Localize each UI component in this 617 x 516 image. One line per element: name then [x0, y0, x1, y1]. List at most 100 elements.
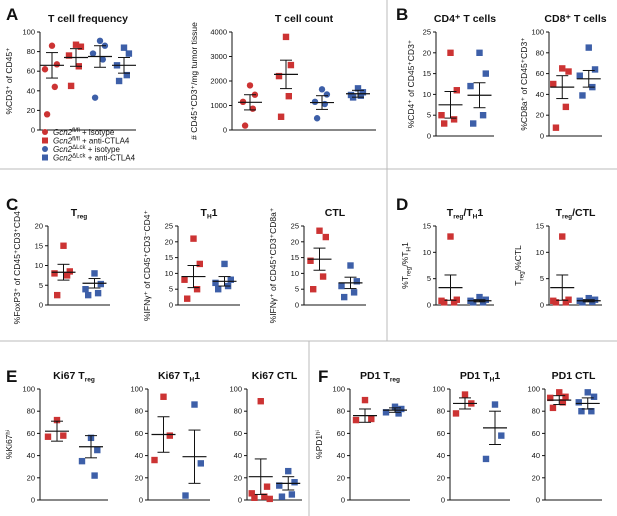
group-3 [112, 44, 136, 85]
data-point [359, 89, 367, 96]
plot-title: Ki67 CTL [252, 370, 298, 382]
data-point [588, 408, 595, 415]
y-tick-label: 20 [423, 48, 431, 57]
plot-title: T cell frequency [48, 13, 128, 25]
data-point [450, 116, 458, 123]
data-point [78, 457, 86, 465]
y-tick-label: 0 [341, 496, 345, 505]
plot-title: T cell count [275, 13, 334, 25]
y-tick-label: 60 [234, 429, 242, 438]
data-point [354, 85, 362, 92]
y-tick-label: 40 [437, 451, 445, 460]
data-point [285, 92, 292, 100]
y-tick-label: 80 [27, 47, 35, 56]
y-tick-label: 10 [165, 269, 173, 278]
y-tick-label: 5 [169, 285, 173, 294]
legend-item: Gcn2ΔLck + isotype [53, 145, 121, 154]
y-tick-label: 15 [536, 222, 544, 231]
data-point [97, 280, 104, 288]
plot-8: 0 5 10 15 Treg/CTL Treg/%CTL [513, 207, 602, 310]
data-point [447, 233, 454, 240]
group-0 [550, 233, 575, 306]
y-tick-label: 20 [165, 237, 173, 246]
data-point [191, 401, 198, 408]
data-point [77, 43, 85, 50]
data-point [288, 491, 296, 498]
data-point [453, 87, 460, 94]
data-point [350, 289, 358, 296]
panel-label-a: A [6, 5, 18, 24]
y-tick-label: 60 [27, 67, 35, 76]
data-point [248, 490, 255, 497]
data-point [319, 273, 327, 280]
group-0 [248, 398, 273, 503]
data-point [565, 68, 572, 75]
y-tick-label: 0 [31, 126, 35, 135]
data-point [285, 467, 292, 475]
group-1 [212, 260, 237, 293]
y-tick-label: 15 [165, 253, 173, 262]
data-point [72, 41, 80, 48]
data-point [151, 456, 158, 464]
data-point [556, 389, 563, 396]
plot-4: 0 5 10 15 20 Treg %FoxP3⁺ of CD45⁺CD3⁺CD4⁺ [12, 206, 110, 324]
y-tick-label: 0 [427, 301, 431, 310]
y-tick-label: 20 [532, 473, 540, 482]
y-axis-label: %IFNγ⁺ of CD45⁺CD3⁻CD4⁺ [142, 209, 152, 321]
plot-12: 0 20 40 60 80 100 PD1 Treg %PD1ʰⁱ [314, 370, 410, 505]
group-0 [44, 416, 69, 442]
data-point [251, 494, 258, 501]
group-1 [338, 262, 363, 301]
data-point [66, 268, 73, 275]
data-point [395, 410, 402, 417]
data-point [361, 396, 369, 404]
data-point [398, 405, 405, 413]
group-1 [467, 293, 492, 306]
y-tick-label: 15 [423, 222, 431, 231]
y-tick-label: 20 [27, 106, 35, 115]
y-tick-label: 100 [22, 385, 35, 394]
group-0 [547, 389, 572, 412]
group-1 [78, 434, 103, 479]
y-tick-label: 80 [437, 407, 445, 416]
y-tick-label: 20 [35, 222, 43, 231]
y-axis-label: %FoxP3⁺ of CD45⁺CD3⁺CD4⁺ [12, 206, 22, 324]
data-point [96, 37, 104, 45]
y-axis-label: %Ki67ʰⁱ [4, 429, 14, 459]
plot-title: TH1 [201, 207, 218, 221]
y-tick-label: 10 [423, 90, 431, 99]
data-point [278, 493, 286, 500]
y-axis-label: %Treg/%TH1 [400, 242, 413, 289]
data-point [196, 260, 203, 268]
data-point [241, 122, 249, 129]
legend-marker [42, 137, 48, 144]
data-point [197, 460, 204, 467]
legend-item: Gcn2fl/fl + isotype [53, 128, 115, 137]
data-point [321, 100, 328, 108]
y-tick-label: 40 [135, 451, 143, 460]
data-point [316, 227, 323, 234]
data-point [579, 299, 586, 306]
y-axis-label: %CD3⁺ of CD45⁺ [4, 47, 14, 115]
group-1 [575, 389, 600, 415]
data-point [547, 394, 554, 402]
data-point [91, 94, 99, 101]
data-point [43, 111, 51, 118]
group-1 [576, 294, 601, 306]
data-point [60, 242, 67, 249]
panel-labels: A B C D E F [6, 5, 408, 386]
data-point [94, 446, 101, 454]
y-tick-label: 0 [169, 301, 173, 310]
y-tick-label: 20 [337, 473, 345, 482]
y-tick-label: 80 [337, 407, 345, 416]
group-1 [576, 44, 601, 99]
data-point [479, 112, 487, 119]
legend-marker [42, 129, 48, 135]
data-point [123, 71, 130, 79]
y-tick-label: 2000 [210, 77, 227, 86]
data-point [461, 391, 469, 398]
data-point [287, 61, 295, 69]
y-tick-label: 0 [441, 496, 445, 505]
